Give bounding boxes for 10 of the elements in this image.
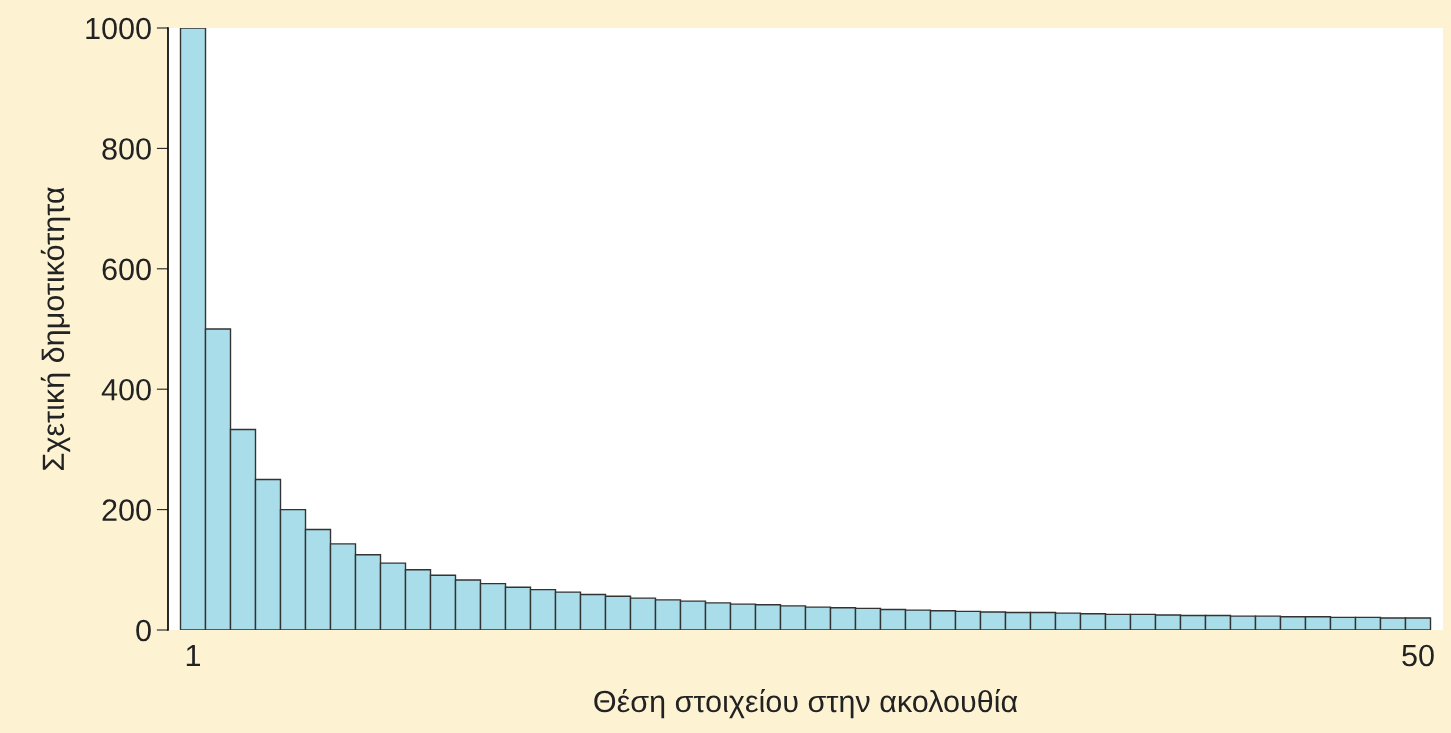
x-tick-label: 50 [1402, 644, 1434, 667]
y-tick-label: 400 [101, 378, 151, 401]
y-tick-label: 800 [102, 138, 151, 160]
y-tick-label: 1000 [86, 17, 151, 40]
y-tick-label: 200 [102, 499, 151, 521]
x-axis-title: Θέση στοιχείου στην ακολουθία [594, 689, 1018, 719]
y-tick-label: 0 [136, 619, 151, 642]
y-tick-label: 600 [102, 258, 151, 281]
x-tick-label: 1 [186, 645, 201, 667]
y-axis-title: Σχετική δημοτικότητα [40, 187, 71, 470]
